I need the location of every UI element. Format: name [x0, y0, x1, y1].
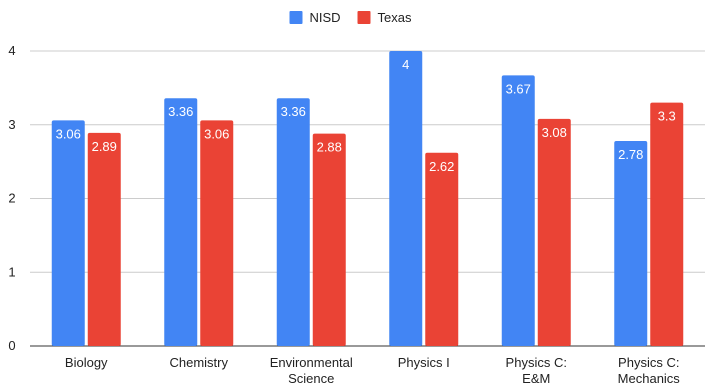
bar-nisd[interactable]: [389, 51, 423, 346]
bar-nisd[interactable]: [614, 140, 648, 346]
bars: [51, 51, 684, 347]
x-category-label: Chemistry: [169, 355, 228, 370]
data-label: 3.3: [658, 109, 676, 124]
bar-texas[interactable]: [537, 118, 571, 346]
bar-texas[interactable]: [650, 102, 684, 346]
data-label: 3.08: [542, 125, 567, 140]
data-label: 3.06: [204, 126, 229, 141]
x-category-label: Biology: [65, 355, 108, 370]
bar-texas[interactable]: [425, 152, 459, 346]
y-axis-ticks: 0 1 2 3 4: [8, 43, 15, 353]
bar-nisd[interactable]: [164, 98, 198, 346]
data-label: 2.88: [317, 140, 342, 155]
legend-swatch: [289, 11, 303, 24]
bar-texas[interactable]: [200, 120, 234, 346]
bar-texas[interactable]: [312, 133, 346, 346]
bar-texas[interactable]: [87, 132, 121, 346]
y-tick-label: 3: [8, 117, 15, 132]
data-label: 3.67: [506, 81, 531, 96]
data-label: 2.62: [429, 159, 454, 174]
gridlines: [30, 50, 705, 347]
legend-label: NISD: [310, 10, 341, 25]
bar-nisd[interactable]: [276, 98, 310, 346]
data-label: 3.06: [56, 126, 81, 141]
y-tick-label: 2: [8, 191, 15, 206]
data-label: 2.89: [92, 139, 117, 154]
data-label: 4: [402, 57, 409, 72]
data-label: 3.36: [168, 104, 193, 119]
legend-item-texas[interactable]: Texas: [357, 10, 412, 25]
bar-nisd[interactable]: [51, 120, 85, 346]
x-axis-categories: Biology Chemistry Environmental Science Phys…: [65, 355, 680, 386]
y-tick-label: 0: [8, 338, 15, 353]
data-label: 3.36: [281, 104, 306, 119]
x-category-label: Physics I: [398, 355, 450, 370]
legend[interactable]: NISD Texas: [289, 10, 412, 25]
x-category-label: Physics C: E&M: [506, 355, 567, 386]
x-category-label: Environmental Science: [270, 355, 353, 386]
bar-nisd[interactable]: [501, 75, 535, 347]
data-labels: 3.06 2.89 3.36 3.06 3.36 2.88 4 2.62 3.67 3.08 2.7…: [56, 57, 676, 174]
y-tick-label: 4: [8, 43, 15, 58]
legend-swatch: [357, 11, 371, 24]
legend-item-nisd[interactable]: NISD: [289, 10, 341, 25]
y-tick-label: 1: [8, 264, 15, 279]
data-label: 2.78: [618, 147, 643, 162]
legend-label: Texas: [378, 10, 412, 25]
x-category-label: Physics C: Mechanics: [618, 355, 681, 386]
